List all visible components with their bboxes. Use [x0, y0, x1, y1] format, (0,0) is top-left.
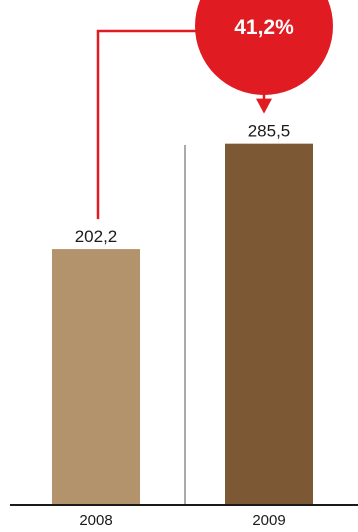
bar-value-label-2009: 285,5	[248, 122, 291, 141]
bar-value-label-2008: 202,2	[75, 227, 118, 246]
bar-2009	[225, 143, 313, 505]
category-label-2008: 2008	[79, 512, 112, 529]
bar-2008	[52, 249, 140, 505]
category-label-2009: 2009	[252, 512, 285, 529]
growth-badge	[195, 0, 333, 95]
growth-connector-line	[96, 29, 199, 220]
growth-badge-label: 41,2%	[234, 16, 294, 39]
growth-arrow-head	[256, 98, 272, 114]
